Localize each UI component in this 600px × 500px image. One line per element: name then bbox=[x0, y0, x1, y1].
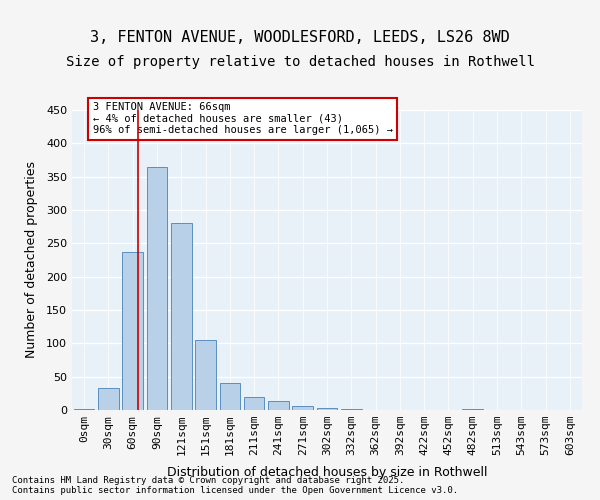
Text: 3, FENTON AVENUE, WOODLESFORD, LEEDS, LS26 8WD: 3, FENTON AVENUE, WOODLESFORD, LEEDS, LS… bbox=[90, 30, 510, 45]
Bar bbox=[146, 166, 167, 410]
X-axis label: Distribution of detached houses by size in Rothwell: Distribution of detached houses by size … bbox=[167, 466, 487, 479]
Bar bbox=[171, 224, 191, 410]
Bar bbox=[98, 388, 119, 410]
Text: Size of property relative to detached houses in Rothwell: Size of property relative to detached ho… bbox=[65, 55, 535, 69]
Text: 3 FENTON AVENUE: 66sqm
← 4% of detached houses are smaller (43)
96% of semi-deta: 3 FENTON AVENUE: 66sqm ← 4% of detached … bbox=[92, 102, 392, 136]
Bar bbox=[317, 408, 337, 410]
Bar bbox=[244, 396, 265, 410]
Bar bbox=[292, 406, 313, 410]
Bar bbox=[122, 252, 143, 410]
Text: Contains HM Land Registry data © Crown copyright and database right 2025.
Contai: Contains HM Land Registry data © Crown c… bbox=[12, 476, 458, 495]
Bar bbox=[74, 408, 94, 410]
Bar bbox=[195, 340, 216, 410]
Bar bbox=[268, 400, 289, 410]
Y-axis label: Number of detached properties: Number of detached properties bbox=[25, 162, 38, 358]
Bar bbox=[220, 384, 240, 410]
